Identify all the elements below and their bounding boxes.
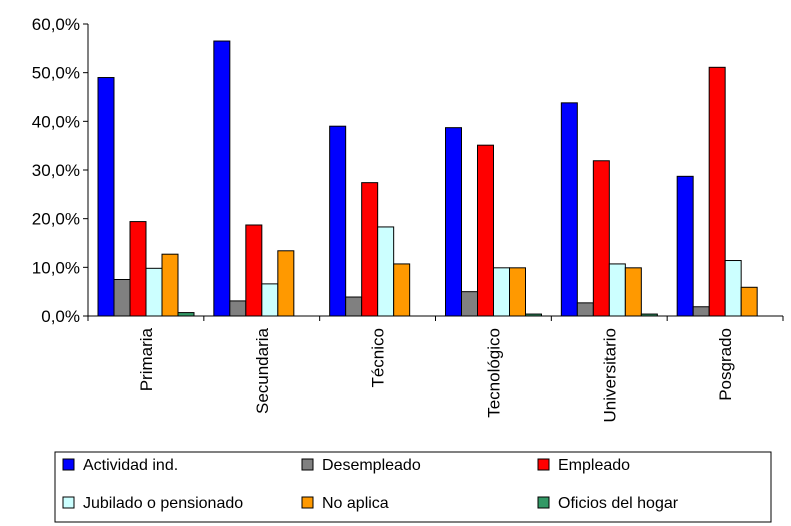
bar [245, 224, 263, 317]
bars [97, 40, 758, 317]
x-tick-label: Posgrado [716, 328, 735, 401]
bar [277, 250, 295, 317]
legend-label: Desempleado [322, 457, 421, 474]
legend-swatch [301, 496, 314, 509]
bar [708, 66, 726, 317]
bar [740, 286, 758, 317]
bar [161, 253, 179, 317]
bar [445, 127, 462, 317]
bar [477, 144, 494, 317]
legend-label: Jubilado o pensionado [83, 495, 243, 512]
y-tick-label: 50,0% [32, 64, 80, 83]
bar [592, 160, 610, 317]
bar [608, 263, 626, 317]
bar [213, 40, 231, 317]
legend-swatch [62, 496, 75, 509]
bar [393, 263, 411, 317]
legend-swatch [537, 458, 550, 471]
x-tick-label: Secundaria [253, 327, 272, 414]
bar [129, 221, 147, 317]
legend-label: No aplica [322, 495, 389, 512]
legend-swatch [301, 458, 314, 471]
bar [377, 226, 395, 317]
bar [461, 291, 478, 317]
legend-box [54, 451, 772, 523]
x-tick-label: Tecnológico [484, 328, 503, 418]
bar [229, 300, 247, 317]
bar [493, 267, 510, 317]
x-tick-label: Primaria [137, 327, 156, 391]
legend-swatch [62, 458, 75, 471]
y-tick-label: 60,0% [32, 15, 80, 34]
bar [692, 306, 710, 317]
x-tick-label: Técnico [369, 328, 388, 388]
y-tick-label: 10,0% [32, 258, 80, 277]
bar [261, 283, 279, 317]
bar [145, 267, 163, 317]
legend-label: Oficios del hogar [558, 495, 679, 512]
bar [361, 182, 379, 317]
bar [624, 267, 642, 317]
bar [576, 302, 594, 317]
y-tick-label: 40,0% [32, 112, 80, 131]
legend-swatch [537, 496, 550, 509]
bar [113, 279, 131, 317]
bar [329, 125, 347, 317]
bar [177, 312, 195, 317]
y-tick-label: 30,0% [32, 161, 80, 180]
legend-label: Actividad ind. [83, 457, 178, 474]
legend: Actividad ind. Desempleado Empleado Jubilad… [54, 451, 772, 523]
y-axis-ticks: 0,0% 10,0% 20,0% 30,0% 40,0% 50,0% 60,0% [32, 15, 88, 326]
y-tick-label: 0,0% [41, 307, 80, 326]
bar [724, 260, 742, 317]
bar [97, 77, 115, 317]
bar [345, 296, 363, 317]
x-axis-ticks: Primaria Secundaria Técnico Tecnológico Univ… [87, 316, 784, 422]
bar [560, 102, 578, 317]
legend-label: Empleado [558, 457, 630, 474]
bar [676, 175, 694, 317]
x-tick-label: Universitario [600, 328, 619, 422]
bar [509, 267, 526, 317]
y-tick-label: 20,0% [32, 210, 80, 229]
